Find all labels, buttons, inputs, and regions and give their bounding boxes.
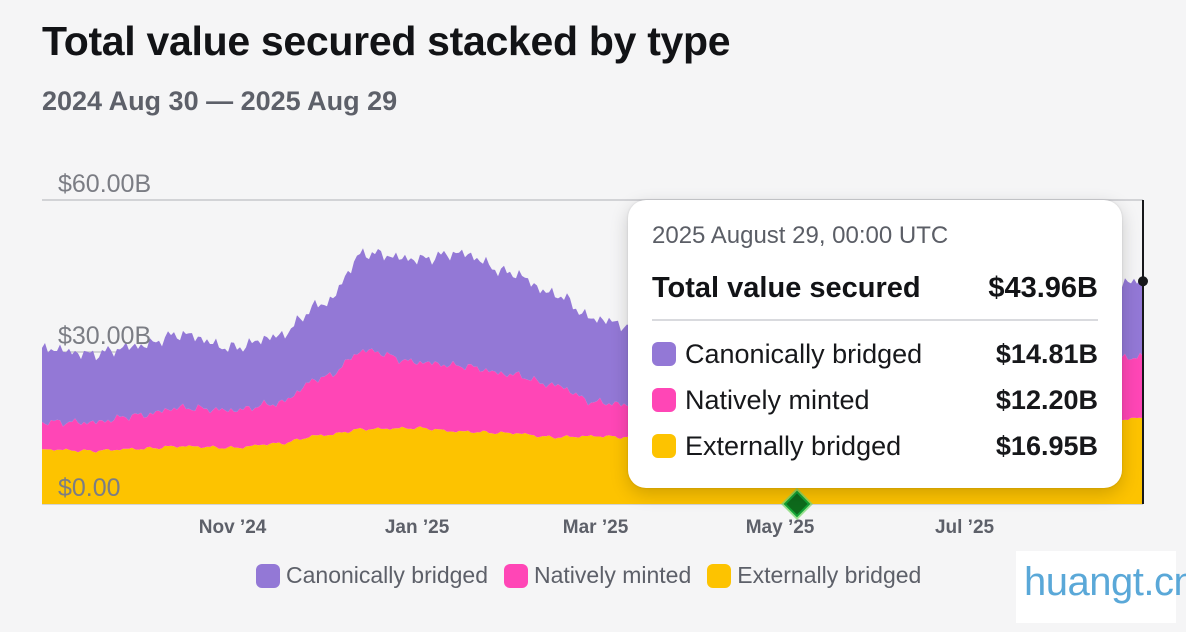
legend-item-externally-bridged[interactable]: Externally bridged bbox=[707, 562, 921, 589]
x-tick-label: May ’25 bbox=[746, 517, 815, 538]
y-axis-labels: $0.00 $30.00B $60.00B bbox=[58, 170, 151, 502]
legend-label: Natively minted bbox=[534, 562, 692, 588]
tooltip-divider bbox=[652, 319, 1098, 321]
hover-cursor bbox=[781, 200, 1148, 520]
tooltip-item-value: $14.81B bbox=[995, 338, 1098, 369]
legend-item-canonically-bridged[interactable]: Canonically bridged bbox=[256, 562, 488, 589]
y-tick-label: $60.00B bbox=[58, 170, 151, 198]
chart-legend: Canonically bridged Natively minted Exte… bbox=[256, 562, 937, 589]
tooltip-total-value: $43.96B bbox=[988, 272, 1098, 304]
tooltip-item-externally-bridged: Externally bridged $16.95B bbox=[652, 423, 1098, 469]
watermark: huangt.cn bbox=[1024, 560, 1186, 604]
legend-swatch bbox=[256, 563, 280, 588]
tooltip-total-label: Total value secured bbox=[652, 272, 921, 304]
legend-swatch bbox=[707, 563, 732, 588]
legend-swatch bbox=[504, 563, 529, 588]
cursor-dot bbox=[1138, 276, 1148, 287]
y-tick-label: $0.00 bbox=[58, 474, 121, 502]
tooltip-item-value: $16.95B bbox=[995, 430, 1098, 461]
canonically-bridged-swatch bbox=[652, 342, 676, 366]
tooltip-item-natively-minted: Natively minted $12.20B bbox=[652, 377, 1098, 423]
externally-bridged-swatch bbox=[652, 434, 676, 458]
legend-item-natively-minted[interactable]: Natively minted bbox=[504, 562, 691, 589]
chart-tooltip: 2025 August 29, 00:00 UTC Total value se… bbox=[628, 200, 1122, 488]
natively-minted-swatch bbox=[652, 388, 676, 412]
tooltip-item-label: Externally bridged bbox=[685, 430, 902, 461]
x-tick-label: Jan ’25 bbox=[385, 517, 450, 538]
tooltip-item-label: Natively minted bbox=[685, 384, 870, 415]
y-tick-label: $30.00B bbox=[58, 322, 151, 350]
tooltip-total-row: Total value secured $43.96B bbox=[652, 272, 1098, 305]
chart-subtitle: 2024 Aug 30 — 2025 Aug 29 bbox=[42, 86, 398, 116]
x-tick-label: Nov ’24 bbox=[199, 517, 267, 538]
legend-label: Canonically bridged bbox=[286, 562, 489, 588]
x-tick-label: Mar ’25 bbox=[563, 517, 629, 538]
event-marker-diamond bbox=[783, 490, 811, 518]
tooltip-item-canonically-bridged: Canonically bridged $14.81B bbox=[652, 331, 1098, 377]
watermark-background bbox=[1016, 551, 1176, 623]
x-axis-labels: Nov ’24 Jan ’25 Mar ’25 May ’25 Jul ’25 bbox=[199, 517, 995, 538]
legend-label: Externally bridged bbox=[737, 562, 922, 588]
x-tick-label: Jul ’25 bbox=[935, 517, 995, 538]
chart-title: Total value secured stacked by type bbox=[42, 18, 731, 64]
tooltip-date: 2025 August 29, 00:00 UTC bbox=[652, 222, 949, 249]
tooltip-item-label: Canonically bridged bbox=[685, 338, 923, 369]
tooltip-item-value: $12.20B bbox=[995, 384, 1098, 415]
